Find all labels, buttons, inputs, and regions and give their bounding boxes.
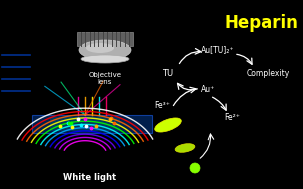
Ellipse shape xyxy=(79,40,131,60)
Point xyxy=(75,117,80,120)
Text: Au⁺: Au⁺ xyxy=(201,85,215,94)
Text: Fe²⁺: Fe²⁺ xyxy=(224,114,240,122)
Point xyxy=(108,117,113,120)
Point xyxy=(69,122,74,125)
Text: Heparin: Heparin xyxy=(224,14,298,32)
Bar xyxy=(50,117,120,131)
Text: White light: White light xyxy=(63,174,117,183)
Bar xyxy=(32,115,152,133)
Point xyxy=(84,124,89,127)
Ellipse shape xyxy=(81,55,129,63)
Text: Complexity: Complexity xyxy=(246,68,290,77)
Point xyxy=(70,125,75,129)
Point xyxy=(93,125,98,128)
Ellipse shape xyxy=(155,118,181,132)
Text: TU: TU xyxy=(162,68,174,77)
Point xyxy=(79,124,84,127)
Ellipse shape xyxy=(175,144,195,152)
Ellipse shape xyxy=(86,43,114,53)
Point xyxy=(66,122,71,125)
Text: Au[TU]₂⁺: Au[TU]₂⁺ xyxy=(201,46,235,54)
Point xyxy=(107,118,112,121)
Point xyxy=(88,126,93,129)
Ellipse shape xyxy=(190,163,200,173)
Bar xyxy=(77,32,133,46)
Text: Fe³⁺: Fe³⁺ xyxy=(154,101,170,109)
Point xyxy=(111,122,116,125)
Point xyxy=(65,121,70,124)
Point xyxy=(83,117,88,120)
Point xyxy=(57,124,62,127)
Text: Objective
lens: Objective lens xyxy=(88,72,122,85)
